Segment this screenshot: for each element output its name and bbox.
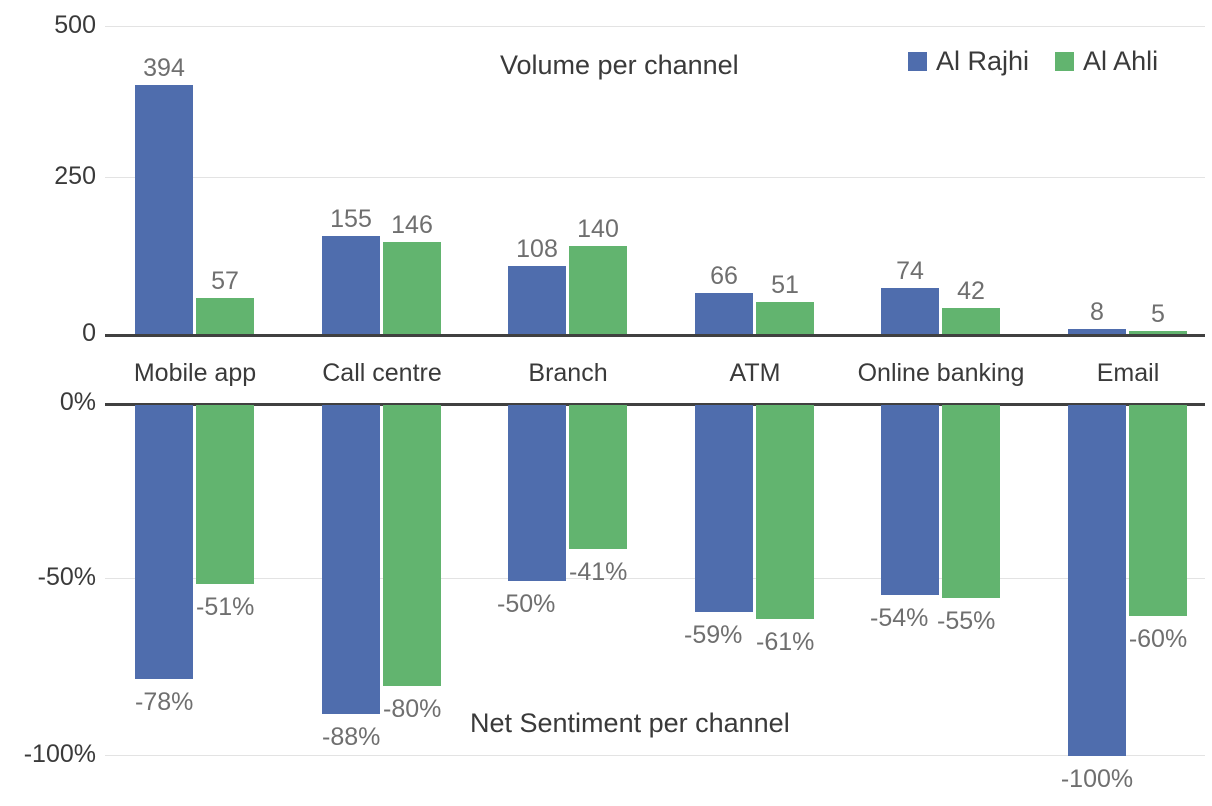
category-label-email: Email — [1096, 359, 1160, 387]
volume-zero-axis — [105, 334, 1205, 337]
ytick-sentiment-minus-100: -100% — [23, 740, 96, 768]
label-volume-ahli-email: 5 — [1151, 300, 1165, 328]
bar-sentiment-ahli-email[interactable] — [1129, 405, 1187, 616]
bar-volume-ahli-atm[interactable] — [756, 302, 814, 334]
bar-volume-ahli-online-banking[interactable] — [942, 308, 1000, 334]
legend-item-al-rajhi[interactable]: Al Rajhi — [908, 48, 1029, 75]
category-label-call-centre: Call centre — [322, 359, 442, 387]
label-sentiment-rajhi-online-banking: -54% — [870, 604, 929, 632]
legend-label-al-rajhi: Al Rajhi — [936, 46, 1030, 76]
bar-volume-rajhi-atm[interactable] — [695, 293, 753, 334]
net-sentiment-chart-title: Net Sentiment per channel — [470, 708, 790, 738]
ytick-sentiment-minus-50: -50% — [37, 563, 96, 591]
category-label-atm: ATM — [729, 359, 781, 387]
sentiment-zero-axis — [105, 403, 1205, 406]
label-volume-rajhi-online-banking: 74 — [896, 257, 924, 285]
ytick-volume-500: 500 — [54, 11, 96, 39]
label-sentiment-ahli-mobile-app: -51% — [196, 593, 255, 621]
category-label-mobile-app: Mobile app — [133, 359, 257, 387]
bar-volume-ahli-call-centre[interactable] — [383, 242, 441, 334]
label-volume-ahli-call-centre: 146 — [391, 211, 433, 239]
ytick-volume-250: 250 — [54, 162, 96, 190]
label-volume-rajhi-branch: 108 — [516, 235, 558, 263]
legend-swatch-icon-al-rajhi — [908, 52, 927, 71]
bar-sentiment-rajhi-atm[interactable] — [695, 405, 753, 612]
bar-volume-rajhi-email[interactable] — [1068, 329, 1126, 334]
bar-volume-rajhi-online-banking[interactable] — [881, 288, 939, 334]
bar-volume-ahli-email[interactable] — [1129, 331, 1187, 334]
gridline-250 — [105, 177, 1205, 178]
bar-sentiment-ahli-branch[interactable] — [569, 405, 627, 549]
bar-sentiment-rajhi-call-centre[interactable] — [322, 405, 380, 714]
gridline-minus-100 — [105, 755, 1205, 756]
label-volume-rajhi-email: 8 — [1090, 298, 1104, 326]
label-sentiment-ahli-online-banking: -55% — [937, 607, 996, 635]
label-volume-rajhi-mobile-app: 394 — [143, 54, 185, 82]
bar-sentiment-rajhi-online-banking[interactable] — [881, 405, 939, 595]
bar-sentiment-rajhi-mobile-app[interactable] — [135, 405, 193, 679]
chart-legend: Al Rajhi Al Ahli — [908, 48, 1158, 75]
label-volume-ahli-branch: 140 — [577, 215, 619, 243]
bar-sentiment-ahli-call-centre[interactable] — [383, 405, 441, 686]
bar-sentiment-rajhi-email[interactable] — [1068, 405, 1126, 756]
bar-sentiment-ahli-mobile-app[interactable] — [196, 405, 254, 584]
label-volume-rajhi-atm: 66 — [710, 262, 738, 290]
label-volume-rajhi-call-centre: 155 — [330, 205, 372, 233]
label-sentiment-rajhi-mobile-app: -78% — [135, 688, 194, 716]
label-sentiment-rajhi-email: -100% — [1060, 765, 1134, 793]
bar-volume-ahli-mobile-app[interactable] — [196, 298, 254, 334]
label-volume-ahli-atm: 51 — [771, 271, 799, 299]
bar-volume-rajhi-call-centre[interactable] — [322, 236, 380, 334]
label-sentiment-ahli-atm: -61% — [756, 628, 815, 656]
bar-volume-ahli-branch[interactable] — [569, 246, 627, 334]
gridline-500 — [105, 26, 1205, 27]
bar-volume-rajhi-branch[interactable] — [508, 266, 566, 334]
label-sentiment-rajhi-call-centre: -88% — [322, 723, 381, 751]
label-sentiment-rajhi-atm: -59% — [684, 621, 743, 649]
label-sentiment-rajhi-branch: -50% — [497, 590, 556, 618]
label-volume-ahli-online-banking: 42 — [957, 277, 985, 305]
legend-swatch-icon-al-ahli — [1055, 52, 1075, 71]
bar-sentiment-ahli-atm[interactable] — [756, 405, 814, 619]
legend-label-al-ahli: Al Ahli — [1083, 46, 1159, 76]
volume-chart-title: Volume per channel — [500, 50, 739, 80]
gridline-minus-50 — [105, 578, 1205, 579]
legend-item-al-ahli[interactable]: Al Ahli — [1055, 48, 1158, 75]
bar-volume-rajhi-mobile-app[interactable] — [135, 85, 193, 334]
label-sentiment-ahli-email: -60% — [1128, 625, 1188, 653]
category-label-branch: Branch — [528, 359, 608, 387]
bar-sentiment-ahli-online-banking[interactable] — [942, 405, 1000, 598]
ytick-sentiment-0: 0% — [59, 388, 96, 416]
label-volume-ahli-mobile-app: 57 — [211, 267, 239, 295]
label-sentiment-ahli-call-centre: -80% — [383, 695, 442, 723]
category-label-online-banking: Online banking — [857, 359, 1025, 387]
label-sentiment-ahli-branch: -41% — [569, 558, 628, 586]
bar-sentiment-rajhi-branch[interactable] — [508, 405, 566, 581]
ytick-volume-0: 0 — [82, 319, 96, 347]
